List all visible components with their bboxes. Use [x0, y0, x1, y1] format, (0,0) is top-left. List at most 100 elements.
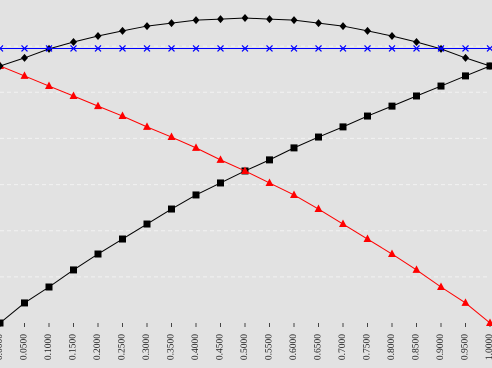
marker: [45, 45, 53, 52]
marker: [388, 102, 396, 110]
x-tick-label: 0.0000: [0, 334, 5, 360]
x-tick-label: 0.2000: [93, 334, 103, 360]
marker: [0, 319, 4, 327]
marker: [94, 31, 102, 40]
marker: [364, 45, 371, 52]
x-tick-label: 0.5500: [265, 334, 275, 360]
marker: [461, 298, 470, 306]
x-tick-label: 0.1000: [44, 334, 54, 360]
marker: [486, 61, 492, 70]
marker: [0, 61, 4, 70]
marker: [241, 45, 249, 52]
marker: [290, 144, 298, 152]
marker: [70, 266, 77, 274]
marker: [315, 45, 322, 52]
x-tick-label: 0.3500: [167, 334, 177, 360]
marker: [168, 45, 175, 52]
x-tick-label: 0.9500: [461, 334, 471, 360]
marker: [364, 26, 371, 35]
x-tick-label: 1.0000: [485, 334, 492, 360]
x-tick-label: 0.8500: [412, 334, 422, 360]
marker: [388, 249, 396, 258]
x-tick-label: 0.3000: [142, 334, 152, 360]
marker: [70, 45, 77, 52]
marker: [143, 45, 151, 52]
marker: [192, 143, 200, 151]
marker: [20, 71, 29, 79]
marker: [266, 15, 273, 24]
marker: [486, 318, 492, 326]
marker: [94, 250, 102, 258]
marker: [339, 219, 347, 228]
marker: [437, 82, 445, 90]
marker: [266, 156, 273, 164]
marker: [70, 37, 77, 46]
marker: [45, 81, 53, 90]
x-tick-label: 0.1500: [69, 334, 79, 360]
x-tick-label: 0.6500: [314, 334, 324, 360]
marker: [413, 37, 420, 46]
marker: [118, 111, 127, 120]
marker: [192, 16, 200, 25]
marker: [388, 45, 396, 52]
marker: [167, 132, 176, 141]
x-tick-label: 0.6000: [289, 334, 299, 360]
marker: [192, 191, 200, 199]
marker: [21, 45, 28, 52]
marker: [315, 133, 322, 141]
x-tick-label: 0.8000: [387, 334, 397, 360]
marker: [265, 178, 274, 186]
marker: [241, 13, 249, 22]
series: [0, 45, 492, 52]
marker: [339, 45, 347, 52]
marker: [217, 179, 224, 187]
marker: [462, 72, 469, 80]
marker: [21, 53, 28, 62]
marker: [388, 31, 396, 40]
x-tick-label: 0.7000: [338, 334, 348, 360]
marker: [143, 22, 151, 31]
marker: [192, 45, 200, 52]
x-tick-label: 0.4500: [216, 334, 226, 360]
x-tick-label: 0.9000: [436, 334, 446, 360]
marker: [314, 204, 323, 213]
marker: [413, 45, 420, 52]
marker: [94, 101, 102, 110]
marker: [315, 19, 322, 28]
marker: [290, 16, 298, 25]
marker: [143, 122, 151, 130]
marker: [437, 45, 445, 52]
marker: [266, 45, 273, 52]
marker: [462, 45, 469, 52]
x-tick-label: 0.7500: [363, 334, 373, 360]
marker: [0, 45, 4, 52]
marker: [437, 282, 445, 291]
marker: [143, 220, 151, 228]
marker: [119, 235, 126, 243]
marker: [364, 112, 371, 120]
marker: [217, 15, 224, 24]
marker: [363, 234, 372, 243]
marker: [168, 205, 175, 213]
x-tick-label: 0.4000: [191, 334, 201, 360]
x-tick-label: 0.2500: [118, 334, 128, 360]
marker: [413, 92, 420, 100]
x-tick-label: 0.0500: [20, 334, 30, 360]
plot-area: [0, 0, 490, 323]
marker: [241, 166, 249, 174]
marker: [21, 299, 28, 307]
marker: [290, 190, 298, 198]
marker: [119, 45, 126, 52]
marker: [462, 53, 469, 62]
marker: [119, 26, 126, 35]
marker: [216, 155, 225, 163]
marker: [339, 123, 347, 131]
marker: [339, 22, 347, 31]
marker: [412, 265, 421, 273]
marker: [94, 45, 102, 52]
x-tick-label: 0.5000: [240, 334, 250, 360]
marker: [168, 19, 175, 28]
marker: [290, 45, 298, 52]
marker: [45, 283, 53, 291]
